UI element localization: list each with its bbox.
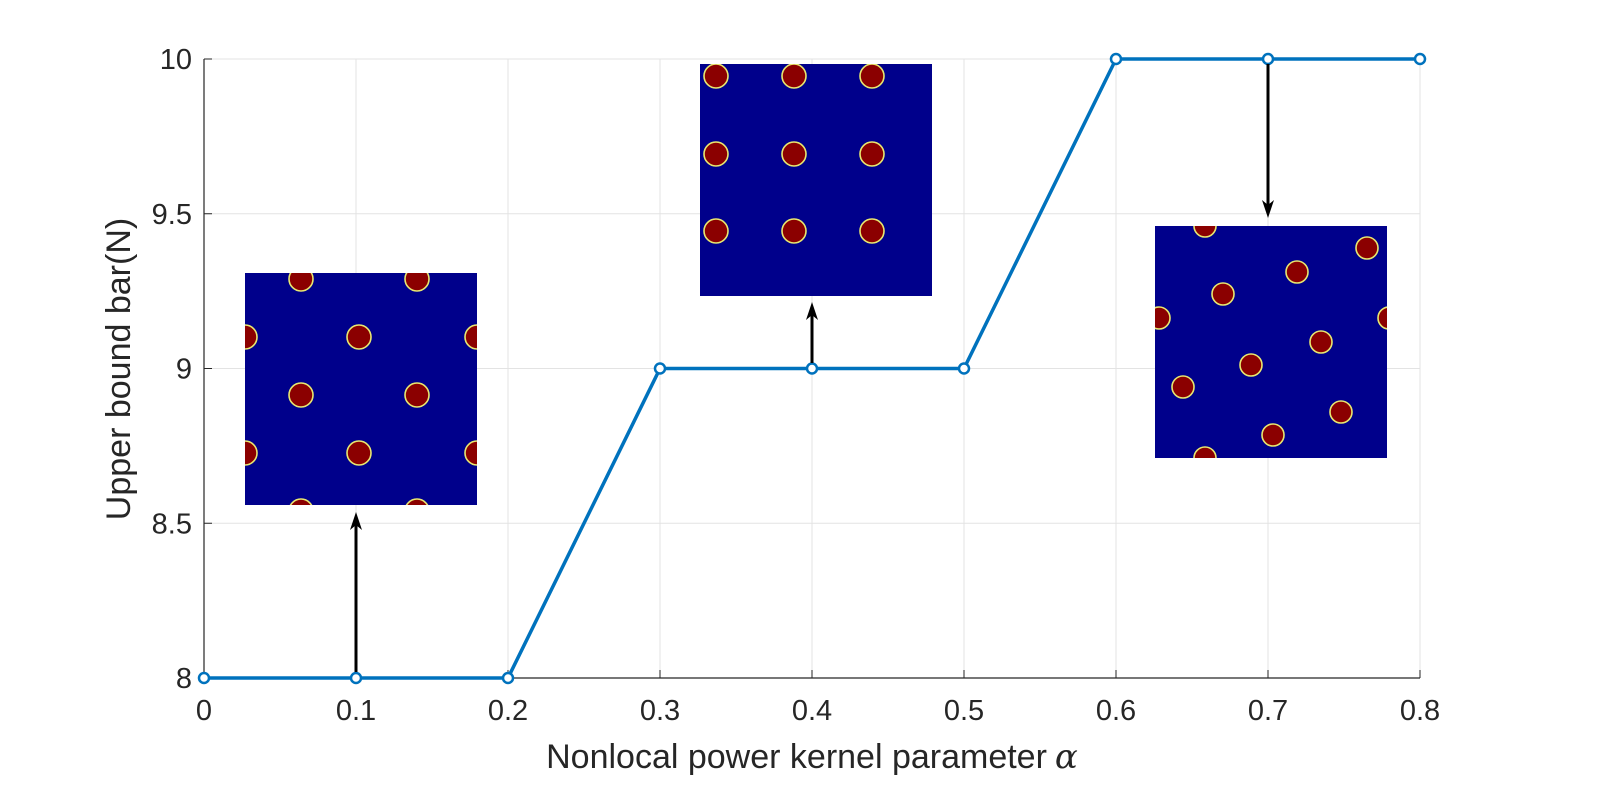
data-series [197,52,1427,685]
arrow-head [1262,200,1274,218]
x-tick-label: 0 [196,695,212,727]
inset-background [700,64,932,296]
arrow-head [806,302,818,320]
data-point [957,362,971,375]
pattern-dot [1239,353,1263,377]
x-axis-label-text: Nonlocal power kernel parameter [546,738,1047,776]
alpha-symbol: α [1055,737,1078,777]
y-tick-label: 9 [176,354,192,386]
pattern-inset-alpha-0.7 [1155,226,1387,458]
pattern-dot [464,324,477,350]
data-point [1261,52,1275,66]
pattern-dot [1211,282,1235,306]
y-tick-label: 9.5 [152,199,192,231]
pattern-dot [859,64,885,89]
data-point [1413,52,1427,66]
data-point [349,671,363,685]
pattern-dot [1285,260,1309,284]
pattern-dot [1355,236,1379,260]
pattern-dot [1193,446,1217,458]
pattern-dot [1261,423,1285,447]
x-tick-label: 0.4 [792,695,832,727]
y-tick-label: 8 [176,663,192,695]
x-tick-label: 0.6 [1096,695,1136,727]
x-tick-label: 0.1 [336,695,376,727]
x-tick-label: 0.2 [488,695,528,727]
tick-labels: 0 0.1 0.2 0.3 0.4 0.5 0.6 0.7 0.8 8 8.5 9 9.5 10 [152,44,1440,727]
pattern-dot [1377,306,1387,330]
x-tick-label: 0.7 [1248,695,1288,727]
pattern-dot [404,382,430,408]
inset-dots [1155,226,1387,458]
pattern-dot [404,273,430,292]
pattern-dot [859,218,885,244]
x-tick-label: 0.8 [1400,695,1440,727]
pattern-dot [703,141,729,167]
pattern-dot [781,141,807,167]
pattern-inset-alpha-0.4 [700,64,932,296]
inset-background [245,273,477,505]
pattern-dot [289,498,313,505]
pattern-dot [346,324,372,350]
pattern-dot [245,440,258,466]
x-tick-label: 0.5 [944,695,984,727]
pattern-dot [1193,226,1217,238]
data-point [501,671,515,685]
x-axis-label: Nonlocal power kernel parameter α [546,737,1078,777]
data-point [1109,52,1123,66]
pattern-insets [245,64,1387,505]
pattern-dot [245,324,258,350]
inset-dots [703,64,885,244]
pattern-dot [1309,330,1333,354]
pattern-dot [1155,306,1171,330]
pattern-dot [703,218,729,244]
pattern-dot [288,382,314,408]
y-tick-label: 10 [160,44,192,76]
x-tick-label: 0.3 [640,695,680,727]
y-tick-label: 8.5 [152,508,192,540]
y-axis-label: Upper bound bar(N) [100,218,138,520]
pattern-dot [703,64,729,89]
arrow-head [350,512,362,530]
pattern-dot [288,273,314,292]
data-point [805,362,819,375]
pattern-dot [859,141,885,167]
pattern-dot [1329,400,1353,424]
inset-arrows [350,64,1274,672]
pattern-inset-alpha-0.1 [245,273,477,505]
pattern-dot [346,440,372,466]
pattern-dot [464,440,477,466]
data-point [653,362,667,375]
data-point [197,671,211,685]
pattern-dot [781,218,807,244]
pattern-dot [781,64,807,89]
inset-background [1155,226,1387,458]
inset-dots [245,273,477,505]
pattern-dot [1171,375,1195,399]
pattern-dot [405,498,429,505]
